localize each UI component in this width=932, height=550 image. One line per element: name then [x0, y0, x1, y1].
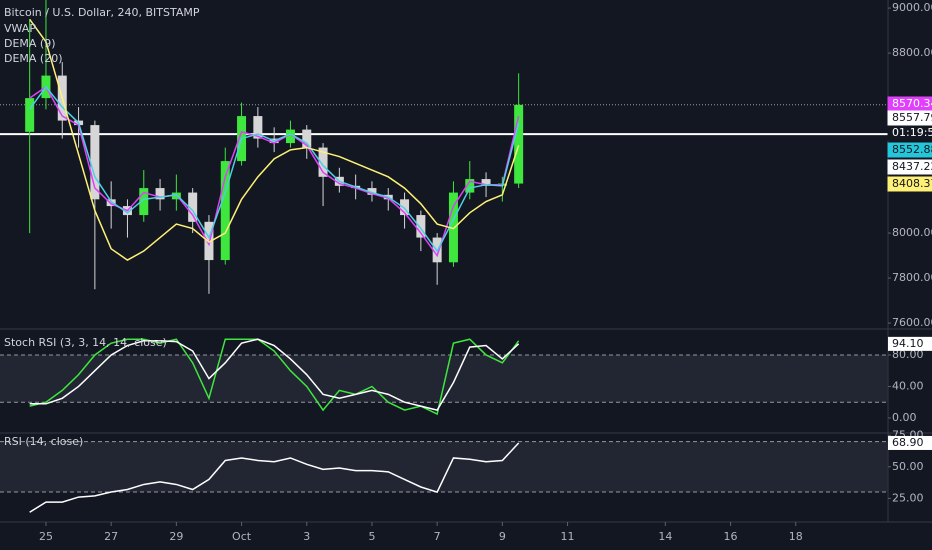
x-tick-label: 25 [39, 530, 53, 543]
price-label: 01:19:51 [892, 126, 932, 139]
candle-body [302, 129, 312, 148]
indicator-line [29, 18, 520, 261]
x-tick-label: Oct [232, 530, 252, 543]
x-tick-label: 11 [561, 530, 575, 543]
x-tick-label: 5 [368, 530, 375, 543]
legend-entry: DEMA (9) [4, 37, 56, 50]
legend-entry: VWAP [4, 22, 36, 35]
candle-body [416, 215, 426, 238]
candle-body [25, 98, 35, 132]
indicator-line [29, 442, 520, 513]
indicator-line [29, 85, 520, 253]
candle-body [318, 147, 328, 177]
price-label-bg [887, 125, 932, 141]
y-tick-label: 7800.00 [892, 271, 932, 284]
last-value-bg [888, 336, 932, 351]
candle-body [448, 192, 458, 263]
x-tick-label: 18 [789, 530, 803, 543]
candle-body [155, 188, 165, 200]
candle-body [188, 192, 198, 222]
price-label-bg [887, 176, 932, 192]
x-tick-label: 27 [104, 530, 118, 543]
price-label: 8557.79 [892, 111, 932, 124]
last-value-label: 68.90 [892, 436, 924, 449]
y-tick-label: 80.00 [892, 348, 924, 361]
price-label-bg [887, 142, 932, 158]
last-value-label: 94.10 [892, 337, 924, 350]
candle-body [481, 179, 491, 186]
indicator-line [29, 85, 520, 258]
chart-title: Bitcoin / U.S. Dollar, 240, BITSTAMP [4, 6, 200, 19]
candle-body [204, 221, 214, 261]
band [0, 441, 888, 493]
candle-body [220, 161, 230, 261]
legend-entry: DEMA (20) [4, 52, 63, 65]
x-tick-label: 3 [303, 530, 310, 543]
pane-title: RSI (14, close) [4, 435, 83, 448]
y-tick-label: 7600.00 [892, 316, 932, 329]
price-label: 8437.22 [892, 160, 932, 173]
last-value-bg [888, 435, 932, 450]
x-tick-label: 7 [434, 530, 441, 543]
x-tick-label: 16 [724, 530, 738, 543]
y-tick-label: 8000.00 [892, 226, 932, 239]
indicator-line [29, 338, 520, 416]
y-tick-label: 8800.00 [892, 46, 932, 59]
price-label: 8552.88 [892, 143, 932, 156]
band [0, 354, 888, 403]
price-label-bg [887, 159, 932, 175]
candle-body [253, 116, 263, 139]
y-tick-label: 0.00 [892, 411, 917, 424]
candle-body [465, 179, 475, 193]
candle-body [514, 104, 524, 184]
price-label: 8408.37 [892, 177, 932, 190]
y-tick-label: 9000.00 [892, 1, 932, 14]
price-label-bg [887, 110, 932, 126]
indicator-line [29, 338, 520, 411]
pane-title: Stoch RSI (3, 3, 14, 14, close) [4, 336, 167, 349]
candle-body [285, 129, 295, 144]
x-tick-label: 29 [169, 530, 183, 543]
y-tick-label: 25.00 [892, 491, 924, 504]
candle-body [90, 125, 100, 200]
x-tick-label: 14 [658, 530, 672, 543]
candle-body [400, 199, 410, 216]
price-label: 8570.34 [892, 97, 932, 110]
x-tick-label: 9 [499, 530, 506, 543]
candle-body [367, 188, 377, 195]
y-tick-label: 40.00 [892, 379, 924, 392]
y-tick-label: 50.00 [892, 460, 924, 473]
candle-body [106, 199, 116, 207]
candle-body [139, 188, 149, 216]
